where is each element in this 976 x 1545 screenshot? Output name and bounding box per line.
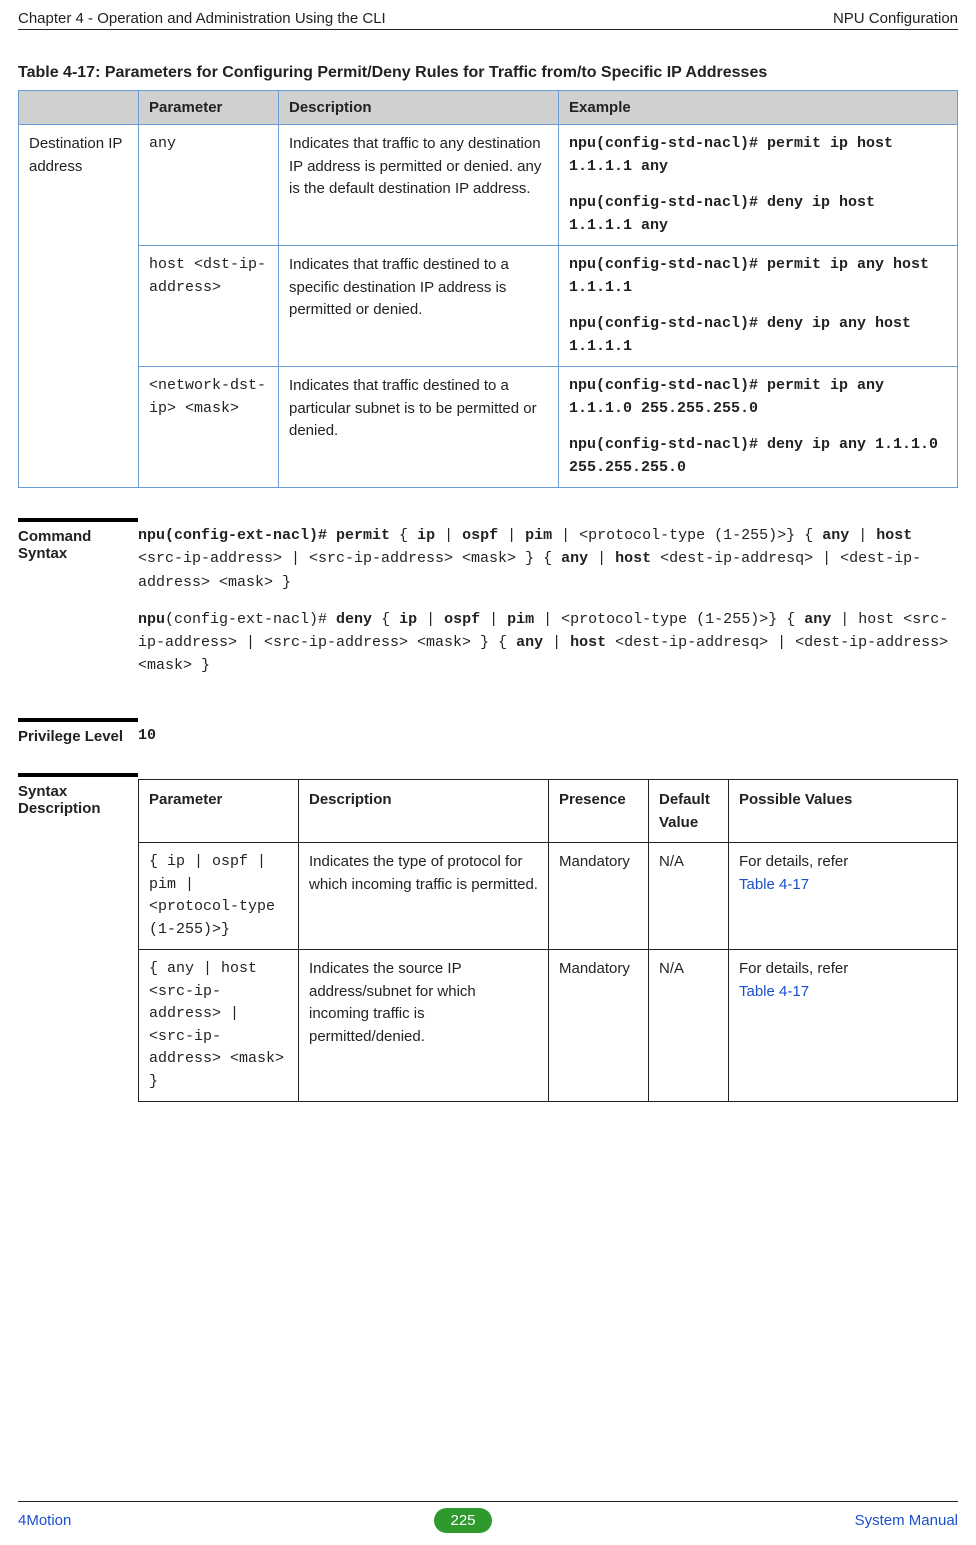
- cmd-kw: any: [516, 634, 543, 651]
- cmd-text: npu(config-ext-nacl)# permit: [138, 527, 390, 544]
- cmd-kw: deny: [336, 611, 372, 628]
- th-possible: Possible Values: [729, 779, 958, 843]
- cell-desc: Indicates that traffic to any destinatio…: [279, 125, 559, 246]
- cell-param: any: [139, 125, 279, 246]
- th-parameter: Parameter: [139, 779, 299, 843]
- example-line: npu(config-std-nacl)# permit ip any 1.1.…: [569, 375, 947, 420]
- cell-param: { ip | ospf | pim | <protocol-type (1-25…: [139, 843, 299, 950]
- cmd-kw: ospf: [444, 611, 480, 628]
- footer-rule: [18, 1501, 958, 1502]
- syntax-table: Parameter Description Presence Default V…: [138, 779, 958, 1103]
- cmd-text: |: [417, 611, 444, 628]
- cmd-kw: ip: [399, 611, 417, 628]
- example-line: npu(config-std-nacl)# permit ip any host…: [569, 254, 947, 299]
- table-link[interactable]: Table 4-17: [739, 983, 809, 1000]
- table-caption: Table 4-17: Parameters for Configuring P…: [18, 64, 958, 82]
- th-example: Example: [559, 91, 958, 125]
- cell-default: N/A: [649, 843, 729, 950]
- example-line: npu(config-std-nacl)# deny ip any host 1…: [569, 313, 947, 358]
- cmd-kw: ip: [417, 527, 435, 544]
- cmd-text: npu: [138, 611, 165, 628]
- cell-presence: Mandatory: [549, 950, 649, 1102]
- possible-prefix: For details, refer: [739, 853, 848, 870]
- privilege-section: Privilege Level 10: [18, 712, 958, 747]
- cmd-kw: pim: [525, 527, 552, 544]
- cell-possible: For details, refer Table 4-17: [729, 843, 958, 950]
- command-syntax-section: Command Syntax npu(config-ext-nacl)# per…: [18, 512, 958, 692]
- cmd-kw: host: [570, 634, 606, 651]
- example-line: npu(config-std-nacl)# deny ip host 1.1.1…: [569, 192, 947, 237]
- cell-desc: Indicates the type of protocol for which…: [299, 843, 549, 950]
- cmd-text: |: [543, 634, 570, 651]
- cmd-text: | <protocol-type (1-255)>} {: [552, 527, 822, 544]
- cmd-text: |: [588, 550, 615, 567]
- example-line: npu(config-std-nacl)# permit ip host 1.1…: [569, 133, 947, 178]
- parameter-table: Parameter Description Example Destinatio…: [18, 90, 958, 488]
- cmd-text: <src-ip-address> | <src-ip-address> <mas…: [138, 550, 561, 567]
- section-label: Syntax Description: [18, 773, 138, 1103]
- privilege-value: 10: [138, 718, 958, 747]
- cmd-text: (config-ext-nacl)#: [165, 611, 336, 628]
- th-description: Description: [279, 91, 559, 125]
- cmd-text: {: [390, 527, 417, 544]
- cell-example: npu(config-std-nacl)# permit ip host 1.1…: [559, 125, 958, 246]
- cmd-text: |: [849, 527, 876, 544]
- cmd-kw: ospf: [462, 527, 498, 544]
- command-syntax-content: npu(config-ext-nacl)# permit { ip | ospf…: [138, 518, 958, 692]
- th-blank: [19, 91, 139, 125]
- cell-param: host <dst-ip-address>: [139, 246, 279, 367]
- section-label: Privilege Level: [18, 718, 138, 747]
- th-parameter: Parameter: [139, 91, 279, 125]
- header-left: Chapter 4 - Operation and Administration…: [18, 10, 386, 27]
- syntax-description-section: Syntax Description Parameter Description…: [18, 767, 958, 1103]
- footer: 4Motion 225 System Manual: [18, 1501, 958, 1533]
- table-link[interactable]: Table 4-17: [739, 876, 809, 893]
- th-presence: Presence: [549, 779, 649, 843]
- cmd-kw: host: [876, 527, 912, 544]
- example-line: npu(config-std-nacl)# deny ip any 1.1.1.…: [569, 434, 947, 479]
- footer-right[interactable]: System Manual: [855, 1512, 958, 1529]
- header-rule: [18, 29, 958, 30]
- table-row: { any | host <src-ip-address> | <src-ip-…: [139, 950, 958, 1102]
- cell-param: <network-dst-ip> <mask>: [139, 367, 279, 488]
- cell-example: npu(config-std-nacl)# permit ip any host…: [559, 246, 958, 367]
- cell-desc: Indicates the source IP address/subnet f…: [299, 950, 549, 1102]
- cmd-kw: host: [615, 550, 651, 567]
- cmd-text: |: [480, 611, 507, 628]
- section-label: Command Syntax: [18, 518, 138, 692]
- cell-default: N/A: [649, 950, 729, 1102]
- cmd-text: | <protocol-type (1-255)>} {: [534, 611, 804, 628]
- cmd-kw: any: [561, 550, 588, 567]
- cmd-text: |: [435, 527, 462, 544]
- cell-possible: For details, refer Table 4-17: [729, 950, 958, 1102]
- cmd-text: {: [372, 611, 399, 628]
- page-number-badge: 225: [434, 1508, 491, 1533]
- cmd-kw: any: [822, 527, 849, 544]
- cell-presence: Mandatory: [549, 843, 649, 950]
- cmd-kw: any: [804, 611, 831, 628]
- table-row: { ip | ospf | pim | <protocol-type (1-25…: [139, 843, 958, 950]
- cell-example: npu(config-std-nacl)# permit ip any 1.1.…: [559, 367, 958, 488]
- cmd-kw: pim: [507, 611, 534, 628]
- cell-desc: Indicates that traffic destined to a spe…: [279, 246, 559, 367]
- th-default: Default Value: [649, 779, 729, 843]
- th-description: Description: [299, 779, 549, 843]
- cell-param: { any | host <src-ip-address> | <src-ip-…: [139, 950, 299, 1102]
- header-right: NPU Configuration: [833, 10, 958, 27]
- row-label: Destination IP address: [19, 125, 139, 488]
- footer-left[interactable]: 4Motion: [18, 1512, 71, 1529]
- cell-desc: Indicates that traffic destined to a par…: [279, 367, 559, 488]
- cmd-text: |: [498, 527, 525, 544]
- possible-prefix: For details, refer: [739, 960, 848, 977]
